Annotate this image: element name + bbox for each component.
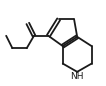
Text: NH: NH (70, 72, 84, 81)
